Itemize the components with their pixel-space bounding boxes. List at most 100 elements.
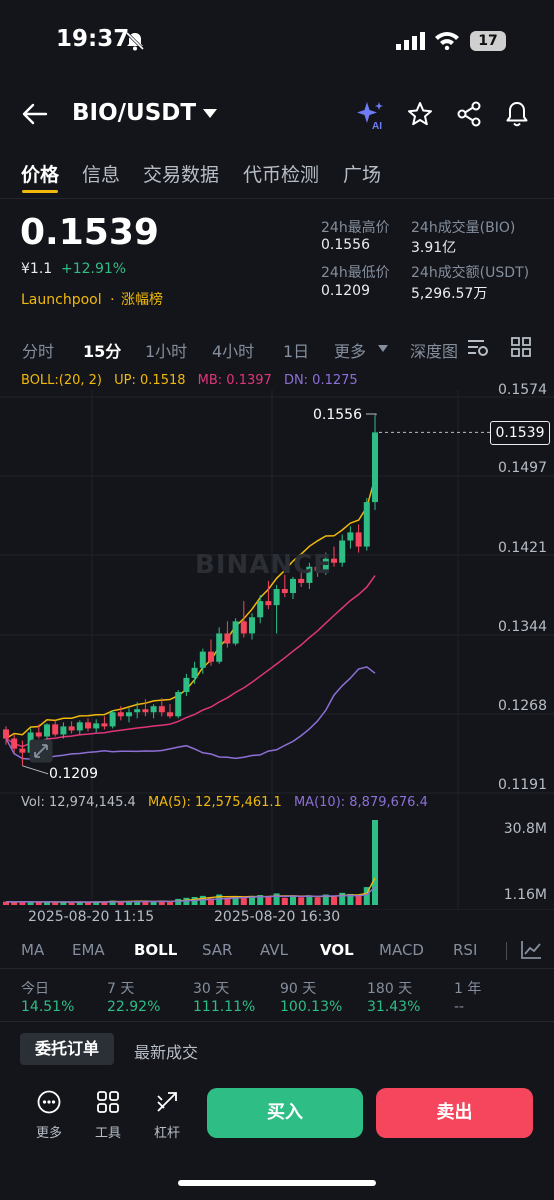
volume-bar <box>363 887 370 905</box>
tab-order-book[interactable]: 委托订单 <box>20 1033 114 1065</box>
vol-ma10: MA(10): 8,879,676.4 <box>293 795 428 810</box>
tab-info[interactable]: 信息 <box>82 164 121 186</box>
candle-body <box>257 601 264 618</box>
volume-bar <box>208 898 214 905</box>
indicator-macd[interactable]: MACD <box>379 941 424 959</box>
pair-title[interactable]: BIO/USDT <box>72 100 197 126</box>
performance-value: -- <box>454 999 465 1015</box>
low-value: 0.1209 <box>321 283 370 299</box>
margin-icon[interactable] <box>155 1090 179 1114</box>
candle-body <box>19 748 26 753</box>
home-indicator <box>178 1180 376 1186</box>
indicator-settings-icon[interactable] <box>520 940 542 960</box>
candle-body <box>306 566 313 583</box>
performance-value: 22.92% <box>107 999 161 1015</box>
volume-bar <box>290 895 296 905</box>
candle-body <box>101 723 108 727</box>
tab-price[interactable]: 价格 <box>21 164 60 186</box>
candle-body <box>273 588 280 606</box>
tab-token-check[interactable]: 代币检测 <box>243 164 320 186</box>
candle-body <box>216 633 223 662</box>
indicator-vol[interactable]: VOL <box>320 941 354 959</box>
buy-button[interactable]: 买入 <box>207 1088 363 1138</box>
candlestick-chart[interactable] <box>0 390 554 910</box>
more-button[interactable]: 更多 <box>35 1126 62 1141</box>
candle-body <box>372 432 378 503</box>
candle-body <box>331 558 337 563</box>
candle-body <box>191 667 198 678</box>
volume-axis-label: 30.8M <box>503 821 547 837</box>
volume-bar <box>3 901 9 905</box>
volume-bar <box>314 897 321 905</box>
notification-bell-icon[interactable] <box>503 100 531 128</box>
tab-latest-trades[interactable]: 最新成交 <box>134 1043 199 1062</box>
grid-layout-icon[interactable] <box>511 337 531 357</box>
volume-bar <box>372 820 378 905</box>
indicator-rsi[interactable]: RSI <box>453 941 478 959</box>
performance-value: 14.51% <box>21 999 75 1015</box>
interval-depth[interactable]: 深度图 <box>410 342 459 361</box>
amount-label: 24h成交额(USDT) <box>411 265 530 281</box>
volume-bar <box>306 895 313 905</box>
gainers-tag[interactable]: 涨幅榜 <box>120 292 163 308</box>
interval-more[interactable]: 更多 <box>334 342 367 361</box>
candle-body <box>249 617 255 634</box>
chart-settings-icon[interactable] <box>466 337 490 359</box>
volume-bar <box>85 902 91 905</box>
interval-line[interactable]: 分时 <box>22 342 55 361</box>
volume-bar <box>76 901 83 905</box>
price-axis-label: 0.1344 <box>498 619 547 635</box>
candle-body <box>265 601 272 606</box>
low-marker-label: 0.1209 <box>49 766 98 782</box>
indicator-avl[interactable]: AVL <box>260 941 288 959</box>
candle-body <box>208 651 214 662</box>
candle-body <box>109 712 116 727</box>
indicator-ma[interactable]: MA <box>21 941 45 959</box>
interval-4h[interactable]: 4小时 <box>212 342 255 361</box>
boll-upper-line <box>5 477 376 740</box>
expand-icon[interactable] <box>29 739 53 763</box>
volume-bar <box>339 892 346 905</box>
indicator-boll[interactable]: BOLL <box>134 941 178 959</box>
status-time: 19:37 <box>56 26 130 52</box>
indicator-ema[interactable]: EMA <box>72 941 105 959</box>
volume-bar <box>281 897 288 905</box>
candle-body <box>35 732 42 737</box>
tools-button[interactable]: 工具 <box>94 1126 121 1141</box>
amount-value: 5,296.57万 <box>411 286 488 302</box>
volume-bar <box>52 902 59 905</box>
performance-value: 111.11% <box>193 999 256 1015</box>
tag-row: Launchpool · 涨幅榜 <box>21 289 163 309</box>
performance-value: 31.43% <box>367 999 421 1015</box>
candle-body <box>199 651 206 668</box>
volume-label: 24h成交量(BIO) <box>411 220 516 236</box>
ai-sparkle-icon[interactable]: AI <box>355 100 387 130</box>
watermark: BINANCE <box>195 550 332 580</box>
candle-body <box>175 692 182 717</box>
back-arrow-icon[interactable] <box>22 102 48 126</box>
boll-mb: MB: 0.1397 <box>197 373 272 388</box>
margin-button[interactable]: 杠杆 <box>153 1126 180 1141</box>
tab-trading-data[interactable]: 交易数据 <box>143 164 220 186</box>
interval-15m[interactable]: 15分 <box>83 342 122 361</box>
more-caret-icon[interactable] <box>378 345 388 352</box>
fiat-price: ¥1.1 <box>21 261 53 277</box>
candle-body <box>314 566 321 571</box>
star-icon[interactable] <box>406 100 434 128</box>
indicator-sar[interactable]: SAR <box>202 941 233 959</box>
sell-button[interactable]: 卖出 <box>376 1088 533 1138</box>
interval-1d[interactable]: 1日 <box>283 342 310 361</box>
chevron-down-icon[interactable] <box>203 109 217 118</box>
tools-icon[interactable] <box>96 1090 120 1114</box>
more-icon[interactable] <box>37 1090 61 1114</box>
indicator-divider <box>506 942 507 960</box>
volume-bar <box>249 896 255 905</box>
volume-bar <box>117 901 124 905</box>
performance-label: 180 天 <box>367 981 413 997</box>
interval-1h[interactable]: 1小时 <box>145 342 188 361</box>
launchpool-tag[interactable]: Launchpool <box>21 292 102 308</box>
volume-bar <box>240 897 247 905</box>
share-icon[interactable] <box>455 100 483 128</box>
candle-body <box>355 532 362 547</box>
tab-square[interactable]: 广场 <box>343 164 382 186</box>
